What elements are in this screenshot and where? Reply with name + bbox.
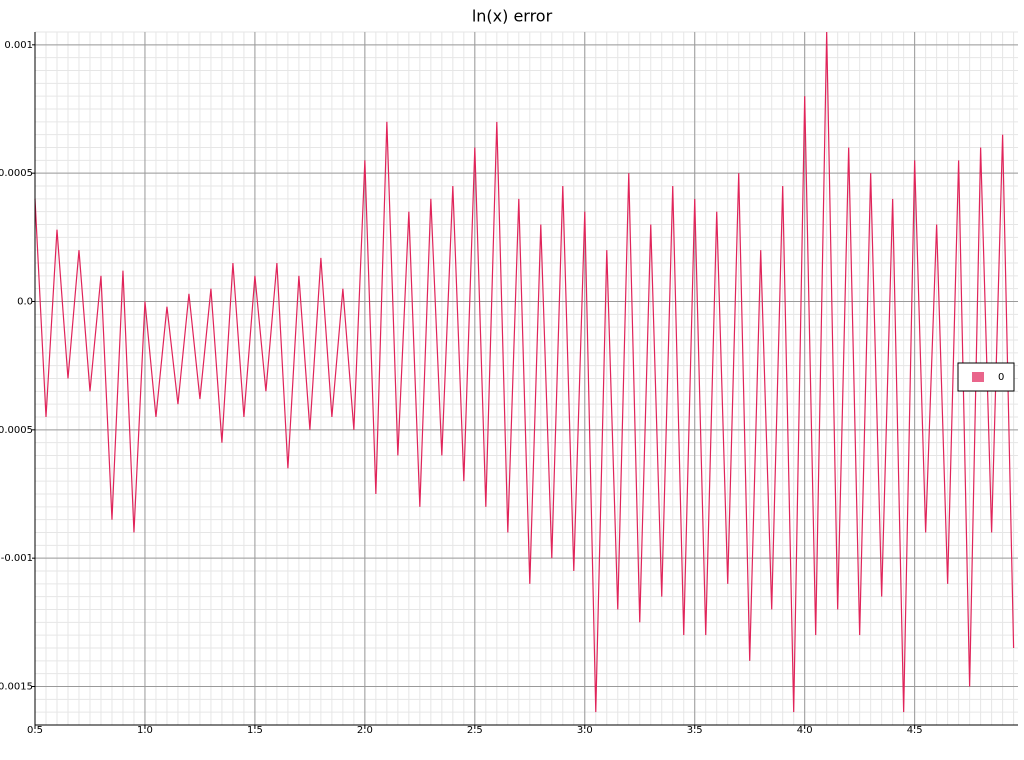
legend: 0 xyxy=(957,362,1015,392)
x-tick-label: 3.0 xyxy=(577,725,593,736)
data-line xyxy=(34,31,1015,713)
y-tick-label: -0.0005 xyxy=(0,425,33,436)
y-tick-label: -0.0015 xyxy=(0,682,33,693)
x-tick-label: 2.5 xyxy=(467,725,483,736)
x-tick-label: 1.0 xyxy=(137,725,153,736)
x-tick-label: 0.5 xyxy=(27,725,43,736)
grid xyxy=(34,31,1018,725)
x-tick-label: 2.0 xyxy=(357,725,373,736)
x-tick-label: 3.5 xyxy=(687,725,703,736)
chart-title: ln(x) error xyxy=(472,7,553,26)
y-tick-label: 0.0 xyxy=(17,297,33,308)
y-tick-label: 0.001 xyxy=(4,40,33,51)
x-tick-label: 4.5 xyxy=(907,725,923,736)
legend-box xyxy=(957,362,1015,392)
legend-label: 0 xyxy=(998,372,1004,383)
legend-swatch xyxy=(972,372,984,382)
y-tick-label: -0.001 xyxy=(1,553,33,564)
plot xyxy=(34,31,1015,713)
x-tick-label: 4.0 xyxy=(797,725,813,736)
y-tick-label: 0.0005 xyxy=(0,168,33,179)
x-tick-label: 1.5 xyxy=(247,725,263,736)
labels: 0.5 1.0 1.5 2.0 2.5 3.0 3.5 4.0 4.5 -0.0015 -0.001… xyxy=(0,40,923,736)
